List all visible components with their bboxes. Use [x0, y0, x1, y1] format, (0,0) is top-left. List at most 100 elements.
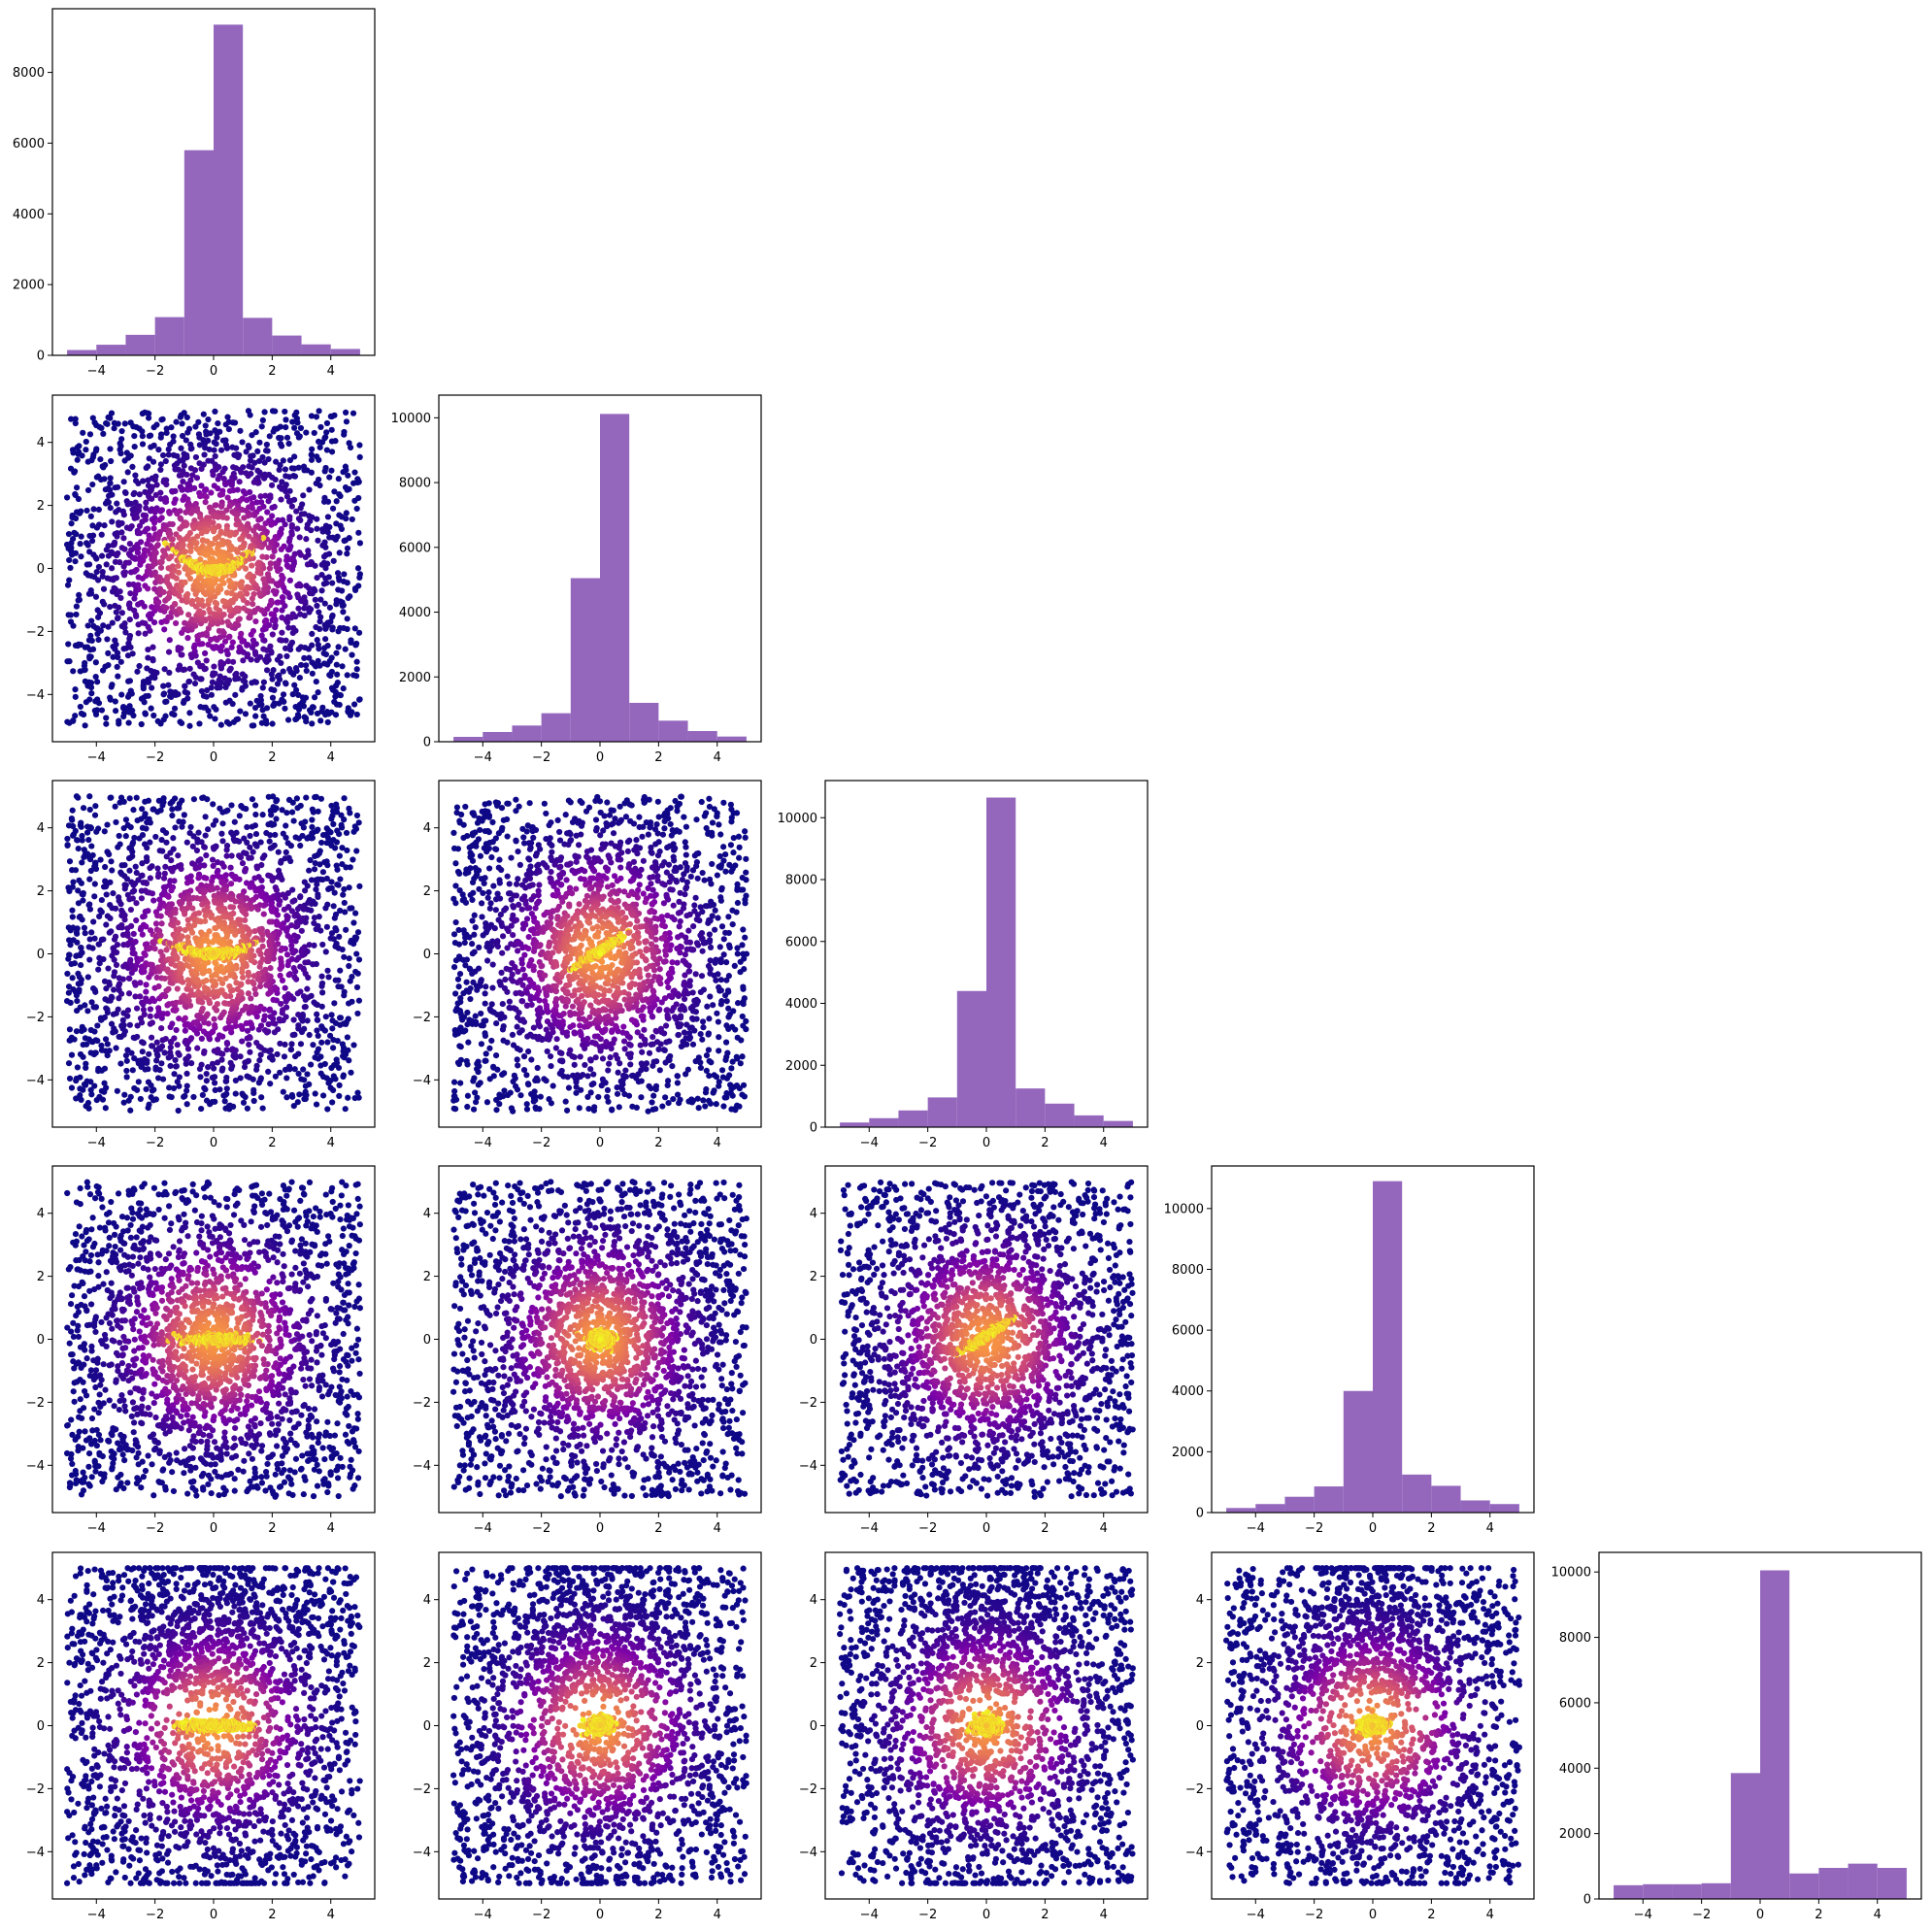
scatter-point — [283, 916, 290, 923]
scatter-point — [77, 1092, 83, 1099]
scatter-point — [332, 693, 339, 700]
scatter-point — [182, 1015, 188, 1021]
scatter-point — [194, 533, 201, 540]
scatter-point — [351, 1094, 358, 1102]
scatter-point — [254, 906, 261, 913]
scatter-point — [293, 795, 300, 802]
scatter-point — [226, 577, 233, 583]
scatter-point — [88, 637, 95, 645]
scatter-point — [95, 563, 103, 571]
scatter-point — [88, 690, 95, 697]
scatter-point — [244, 839, 250, 846]
scatter-point — [68, 1051, 76, 1058]
hist-bar — [453, 736, 483, 742]
scatter-point — [260, 911, 267, 917]
scatter-point — [147, 819, 153, 826]
scatter-point — [288, 639, 296, 646]
scatter-point — [250, 627, 257, 635]
scatter-point — [292, 834, 299, 841]
scatter-point — [261, 475, 268, 482]
scatter-point — [131, 950, 138, 957]
scatter-point — [313, 414, 320, 420]
scatter-point — [139, 806, 146, 813]
scatter-point — [217, 987, 224, 994]
scatter-point — [148, 705, 154, 712]
scatter-point — [232, 898, 239, 905]
scatter-point — [290, 817, 297, 824]
scatter-point — [123, 1074, 130, 1081]
scatter-point — [277, 652, 283, 660]
scatter-point — [205, 826, 212, 833]
scatter-point — [136, 585, 143, 593]
scatter-point — [328, 438, 336, 445]
scatter-point — [246, 533, 252, 540]
scatter-point — [250, 601, 256, 608]
scatter-point — [66, 951, 73, 958]
scatter-point — [87, 513, 94, 519]
scatter-point — [192, 540, 199, 547]
scatter-point — [109, 565, 116, 572]
scatter-point — [113, 1045, 119, 1051]
scatter-point — [100, 955, 107, 963]
scatter-point — [283, 849, 289, 856]
scatter-point — [70, 622, 77, 629]
scatter-point — [313, 679, 319, 685]
scatter-point — [89, 532, 97, 539]
scatter-point — [251, 802, 259, 809]
scatter-point — [212, 716, 218, 722]
scatter-point — [210, 472, 217, 479]
scatter-point — [138, 895, 146, 902]
scatter-point — [302, 553, 309, 560]
scatter-point — [98, 896, 105, 904]
scatter-point — [215, 485, 221, 492]
scatter-point — [71, 1036, 78, 1043]
scatter-point — [344, 847, 350, 854]
scatter-point — [131, 443, 138, 450]
scatter-point — [112, 708, 119, 715]
scatter-point — [223, 1085, 230, 1092]
scatter-point — [175, 1107, 182, 1115]
scatter-point — [201, 1048, 208, 1055]
scatter-point — [135, 877, 142, 883]
scatter-point — [103, 891, 110, 898]
scatter-point — [275, 849, 282, 855]
scatter-point — [308, 456, 316, 463]
y-tick-label: 2 — [37, 499, 45, 514]
scatter-point — [252, 811, 259, 818]
scatter-point — [312, 1054, 318, 1061]
scatter-point — [155, 1005, 162, 1012]
scatter-point — [262, 448, 270, 454]
scatter-point — [71, 960, 79, 967]
x-tick-label: 2 — [654, 750, 662, 765]
scatter-point — [169, 868, 176, 875]
scatter-point — [129, 463, 136, 471]
scatter-point — [190, 671, 197, 678]
scatter-point — [176, 1074, 183, 1081]
scatter-point — [221, 1000, 228, 1007]
scatter-point — [334, 882, 341, 888]
scatter-point — [334, 570, 342, 577]
scatter-point — [269, 720, 276, 727]
scatter-point — [243, 806, 250, 813]
scatter-point — [92, 593, 100, 600]
scatter-point — [319, 831, 327, 839]
scatter-point — [112, 698, 118, 705]
scatter-point — [107, 475, 114, 482]
scatter-point — [249, 680, 255, 686]
scatter-point — [206, 446, 213, 453]
scatter-point — [227, 881, 235, 887]
scatter-point — [328, 614, 336, 620]
scatter-point — [147, 432, 154, 439]
scatter-point — [260, 576, 267, 583]
scatter-point — [130, 930, 137, 938]
scatter-point — [239, 439, 246, 446]
scatter-point — [329, 580, 336, 586]
scatter-point — [336, 933, 343, 940]
scatter-point — [350, 856, 356, 863]
scatter-point — [134, 1033, 141, 1041]
scatter-point — [149, 890, 156, 897]
scatter-point — [228, 644, 235, 650]
scatter-point — [75, 900, 83, 907]
scatter-point — [218, 830, 225, 837]
scatter-point — [118, 427, 125, 435]
